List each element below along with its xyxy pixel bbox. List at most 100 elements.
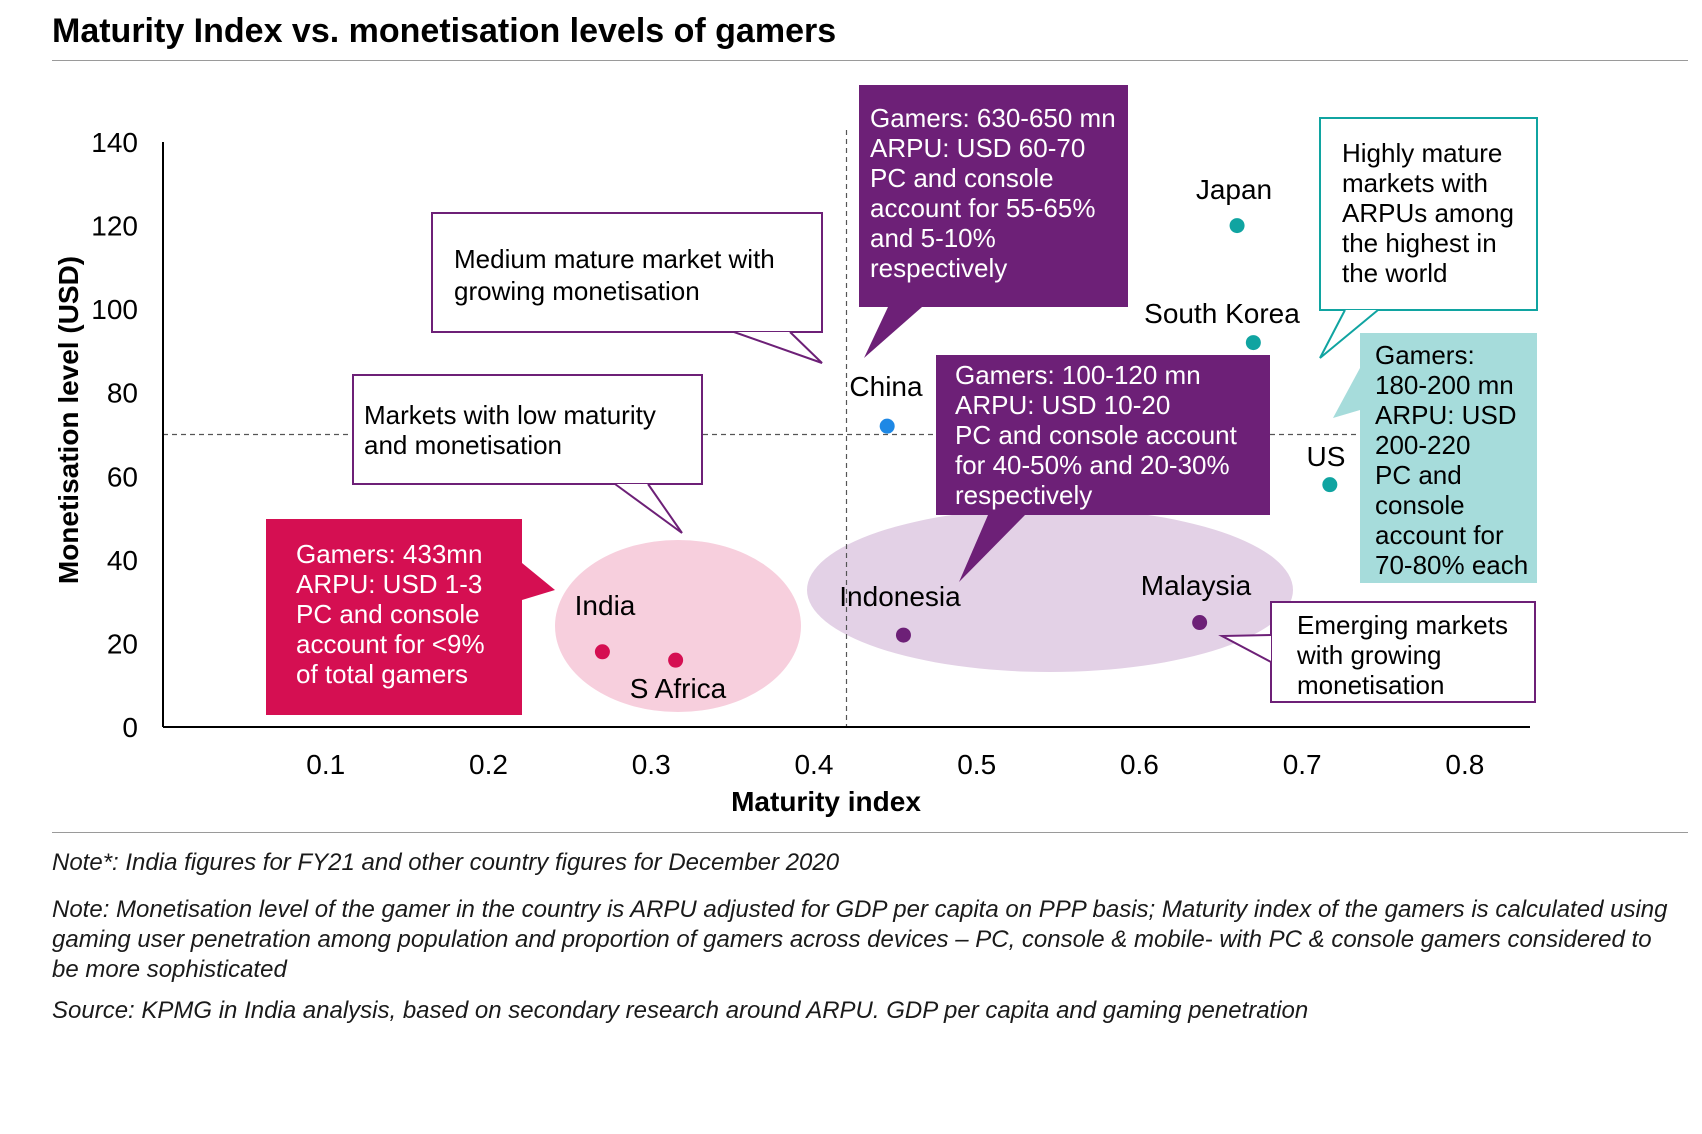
callout-us-line: PC and bbox=[1375, 460, 1462, 490]
callout-highly-mature-line: Highly mature bbox=[1342, 138, 1502, 168]
x-tick-label: 0.3 bbox=[632, 749, 671, 780]
x-tick-label: 0.6 bbox=[1120, 749, 1159, 780]
data-points: India S Africa China Indonesia Malaysia Japan… bbox=[575, 174, 1346, 704]
callout-india-line: account for <9% bbox=[296, 629, 485, 659]
x-tick-label: 0.1 bbox=[306, 749, 345, 780]
y-tick-label: 40 bbox=[107, 545, 138, 576]
callout-india-line: PC and console bbox=[296, 599, 480, 629]
callout-india-box bbox=[266, 519, 522, 715]
callout-emerging-line: Emerging markets bbox=[1297, 610, 1508, 640]
point-label-indonesia: Indonesia bbox=[839, 581, 961, 612]
callout-indonesia-line: Gamers: 100-120 mn bbox=[955, 360, 1201, 390]
callout-highly-mature-line: markets with bbox=[1342, 168, 1488, 198]
title-rule bbox=[52, 60, 1688, 61]
callout-india-pointer bbox=[522, 563, 555, 600]
callout-us-pointer bbox=[1333, 368, 1360, 418]
callout-indonesia-line: PC and console account bbox=[955, 420, 1238, 450]
callout-medium-mature-line: Medium mature market with bbox=[454, 244, 775, 274]
callout-medium-mature-box bbox=[431, 212, 823, 333]
x-tick-label: 0.8 bbox=[1445, 749, 1484, 780]
note-source: Source: KPMG in India analysis, based on… bbox=[52, 997, 1309, 1024]
callout-emerging-line: with growing bbox=[1296, 640, 1442, 670]
scatter-chart: 0 20 40 60 80 100 120 140 0.1 0.2 0.3 0.4 0.5 0.6 0.7 0… bbox=[53, 85, 1538, 817]
callout-china-box bbox=[859, 85, 1128, 307]
point-china bbox=[879, 418, 895, 434]
callout-highly-mature-line: the highest in bbox=[1342, 228, 1497, 258]
point-label-china: China bbox=[849, 371, 923, 402]
cluster-ellipses bbox=[555, 508, 1293, 712]
y-tick-label: 140 bbox=[91, 127, 138, 158]
notes-rule bbox=[52, 832, 1688, 833]
point-indonesia bbox=[895, 627, 911, 643]
point-label-japan: Japan bbox=[1196, 174, 1272, 205]
callout-china-line: and 5-10% bbox=[870, 223, 996, 253]
callout-us-line: console bbox=[1375, 490, 1465, 520]
callout-china-line: PC and console bbox=[870, 163, 1054, 193]
point-label-s-africa: S Africa bbox=[630, 673, 727, 704]
callout-indonesia-line: respectively bbox=[955, 480, 1092, 510]
point-label-india: India bbox=[575, 590, 636, 621]
point-japan bbox=[1229, 218, 1245, 234]
callout-china-line: respectively bbox=[870, 253, 1007, 283]
callout-medium-mature-pointer-outline bbox=[733, 331, 823, 364]
note-methodology: Note: Monetisation level of the gamer in… bbox=[52, 896, 1668, 983]
callout-us-box bbox=[1360, 333, 1537, 583]
callout-highly-mature-pointer-outline bbox=[1319, 309, 1379, 359]
point-label-us: US bbox=[1307, 441, 1346, 472]
callout-china-line: account for 55-65% bbox=[870, 193, 1095, 223]
x-tick-label: 0.4 bbox=[794, 749, 833, 780]
callout-us-line: 70-80% each bbox=[1375, 550, 1528, 580]
callout-highly-mature-line: the world bbox=[1342, 258, 1448, 288]
x-tick-label: 0.7 bbox=[1283, 749, 1322, 780]
callout-low-maturity-box bbox=[352, 374, 703, 485]
callout-low-maturity-pointer-outline bbox=[614, 483, 683, 534]
point-india bbox=[594, 644, 610, 660]
callout-low-maturity-line: Markets with low maturity bbox=[364, 400, 656, 430]
callout-indonesia-pointer bbox=[959, 515, 1025, 582]
callout-low-maturity-line: and monetisation bbox=[364, 430, 562, 460]
callout-china-pointer bbox=[864, 307, 922, 358]
callout-indonesia-box bbox=[936, 355, 1270, 515]
callout-us-line: Gamers: bbox=[1375, 340, 1475, 370]
callout-indonesia-line: ARPU: USD 10-20 bbox=[955, 390, 1170, 420]
callout-india-line: Gamers: 433mn bbox=[296, 539, 482, 569]
cluster-ellipse-low bbox=[555, 540, 801, 712]
point-s-africa bbox=[668, 652, 684, 668]
page-title: Maturity Index vs. monetisation levels o… bbox=[52, 12, 837, 50]
point-south-korea bbox=[1245, 335, 1261, 351]
x-axis-title: Maturity index bbox=[731, 786, 921, 817]
callout-emerging-pointer-outline bbox=[1218, 634, 1272, 663]
point-malaysia bbox=[1192, 615, 1208, 631]
callout-highly-mature-line: ARPUs among bbox=[1342, 198, 1514, 228]
cluster-ellipse-emerging bbox=[807, 508, 1293, 672]
callout-indonesia-line: for 40-50% and 20-30% bbox=[955, 450, 1230, 480]
callout-emerging-line: monetisation bbox=[1297, 670, 1444, 700]
callout-highly-mature-box bbox=[1319, 117, 1538, 311]
x-tick-label: 0.5 bbox=[957, 749, 996, 780]
y-tick-label: 80 bbox=[107, 378, 138, 409]
point-us bbox=[1322, 477, 1338, 493]
callout-india-line: ARPU: USD 1-3 bbox=[296, 569, 482, 599]
y-tick-label: 20 bbox=[107, 628, 138, 659]
note-footnote: Note*: India figures for FY21 and other … bbox=[52, 849, 840, 876]
callout-us-line: ARPU: USD bbox=[1375, 400, 1517, 430]
callout-india-line: of total gamers bbox=[296, 659, 468, 689]
callout-medium-mature-line: growing monetisation bbox=[454, 276, 700, 306]
y-tick-label: 0 bbox=[122, 712, 138, 743]
axes: 0 20 40 60 80 100 120 140 0.1 0.2 0.3 0.4 0.5 0.6 0.7 0… bbox=[53, 127, 1530, 817]
y-tick-label: 60 bbox=[107, 461, 138, 492]
callout-us-line: 180-200 mn bbox=[1375, 370, 1514, 400]
callout-emerging-box bbox=[1270, 601, 1536, 703]
callout-us-line: 200-220 bbox=[1375, 430, 1470, 460]
y-axis-title: Monetisation level (USD) bbox=[53, 256, 84, 584]
callout-us-line: account for bbox=[1375, 520, 1504, 550]
